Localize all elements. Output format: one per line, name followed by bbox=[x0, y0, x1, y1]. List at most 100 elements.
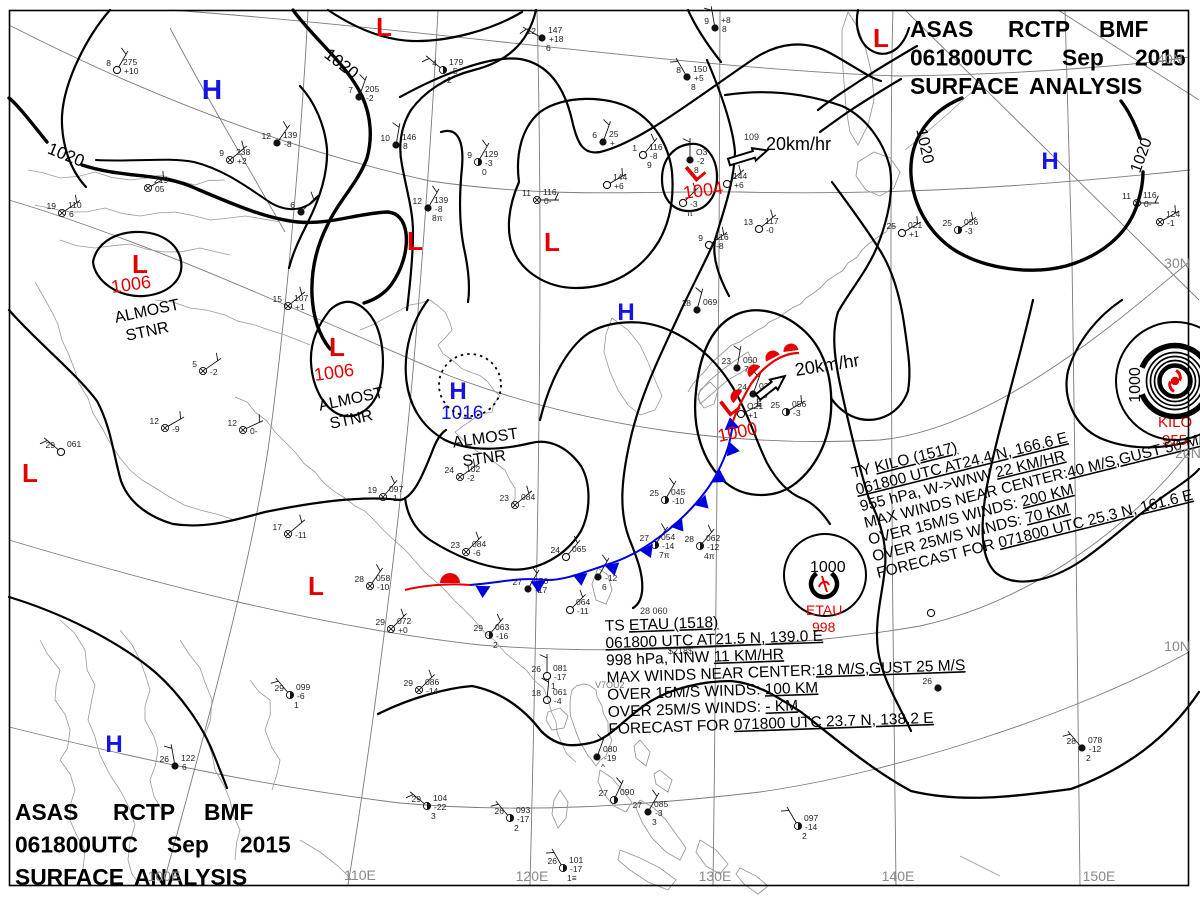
svg-text:18: 18 bbox=[532, 688, 542, 698]
svg-text:π: π bbox=[687, 208, 693, 218]
svg-text:146: 146 bbox=[402, 132, 416, 142]
svg-text:7: 7 bbox=[348, 85, 353, 95]
svg-text:6: 6 bbox=[592, 130, 597, 140]
svg-text:23: 23 bbox=[500, 493, 510, 503]
svg-text:9: 9 bbox=[698, 233, 703, 243]
svg-text:^: ^ bbox=[601, 762, 605, 772]
svg-text:28: 28 bbox=[685, 534, 695, 544]
svg-text:+6: +6 bbox=[734, 180, 744, 190]
svg-text:25: 25 bbox=[771, 400, 781, 410]
svg-text:064: 064 bbox=[576, 597, 590, 607]
svg-text:H: H bbox=[202, 74, 222, 105]
svg-text:150E: 150E bbox=[1083, 868, 1116, 884]
svg-text:-12: -12 bbox=[605, 573, 618, 583]
svg-text:063: 063 bbox=[495, 622, 509, 632]
svg-text:-16: -16 bbox=[496, 631, 509, 641]
svg-text:BMF: BMF bbox=[204, 799, 253, 825]
svg-text:085: 085 bbox=[654, 799, 668, 809]
svg-text:139: 139 bbox=[434, 195, 448, 205]
svg-text:-5: -5 bbox=[450, 66, 458, 76]
svg-text:104: 104 bbox=[433, 793, 447, 803]
svg-text:19: 19 bbox=[368, 485, 378, 495]
svg-text:8: 8 bbox=[676, 65, 681, 75]
svg-text:998 hPa, NNW 11 KM/HR: 998 hPa, NNW 11 KM/HR bbox=[606, 646, 785, 669]
svg-text:29: 29 bbox=[412, 794, 422, 804]
svg-text:109: 109 bbox=[744, 132, 759, 142]
svg-text:130E: 130E bbox=[699, 868, 732, 884]
svg-text:072: 072 bbox=[397, 616, 411, 626]
svg-text:-14: -14 bbox=[805, 822, 818, 832]
svg-text:-2: -2 bbox=[697, 156, 705, 166]
svg-text:26: 26 bbox=[495, 806, 505, 816]
svg-text:8: 8 bbox=[403, 141, 408, 151]
svg-text:27: 27 bbox=[599, 788, 609, 798]
svg-text:26: 26 bbox=[532, 664, 542, 674]
svg-text:-11: -11 bbox=[577, 606, 589, 616]
svg-text:107: 107 bbox=[294, 293, 308, 303]
svg-text:L: L bbox=[407, 226, 423, 256]
svg-text:205: 205 bbox=[365, 84, 379, 94]
svg-text:2: 2 bbox=[1086, 753, 1091, 763]
svg-text:021: 021 bbox=[908, 220, 922, 230]
svg-text:998: 998 bbox=[812, 619, 836, 635]
svg-text:O3: O3 bbox=[696, 147, 708, 157]
svg-text:061: 061 bbox=[553, 687, 567, 697]
svg-text:12: 12 bbox=[262, 131, 272, 141]
svg-text:-8: -8 bbox=[435, 204, 443, 214]
svg-text:6: 6 bbox=[69, 209, 74, 219]
svg-text:122: 122 bbox=[181, 753, 195, 763]
svg-text:-8: -8 bbox=[284, 139, 292, 149]
svg-text:5: 5 bbox=[192, 359, 197, 369]
svg-text:H: H bbox=[617, 299, 634, 326]
svg-text:054: 054 bbox=[661, 532, 675, 542]
svg-text:L: L bbox=[544, 227, 560, 257]
svg-text:078: 078 bbox=[1088, 735, 1102, 745]
svg-text:7: 7 bbox=[744, 364, 749, 374]
svg-text:L: L bbox=[132, 249, 148, 279]
svg-text:084: 084 bbox=[472, 539, 486, 549]
svg-text:080: 080 bbox=[603, 744, 617, 754]
svg-text:29: 29 bbox=[46, 440, 56, 450]
svg-text:H: H bbox=[1041, 148, 1058, 175]
svg-text:2: 2 bbox=[514, 823, 519, 833]
svg-text:2: 2 bbox=[447, 75, 452, 85]
svg-text:L: L bbox=[329, 332, 345, 362]
svg-text:086: 086 bbox=[425, 677, 439, 687]
svg-text:093: 093 bbox=[516, 805, 530, 815]
svg-text:8: 8 bbox=[691, 82, 696, 92]
svg-text:11: 11 bbox=[522, 188, 531, 198]
svg-text:8π: 8π bbox=[432, 213, 443, 223]
svg-text:1≡: 1≡ bbox=[567, 873, 577, 883]
svg-text:9: 9 bbox=[647, 160, 652, 170]
svg-text:-2: -2 bbox=[467, 473, 475, 483]
svg-text:25: 25 bbox=[887, 221, 897, 231]
svg-text:Sep: Sep bbox=[1062, 45, 1104, 71]
svg-text:-0: -0 bbox=[766, 225, 774, 235]
svg-text:30N: 30N bbox=[1164, 255, 1190, 271]
svg-text:050: 050 bbox=[743, 355, 757, 365]
svg-text:25: 25 bbox=[943, 218, 953, 228]
svg-text:OVER 25M/S WINDS: - KM: OVER 25M/S WINDS: - KM bbox=[608, 697, 799, 721]
svg-text:081: 081 bbox=[553, 663, 567, 673]
svg-text:-2: -2 bbox=[366, 93, 374, 103]
svg-text:L: L bbox=[376, 12, 392, 42]
svg-text:116: 116 bbox=[715, 232, 729, 242]
svg-text:ASAS: ASAS bbox=[910, 16, 973, 42]
svg-text:058: 058 bbox=[376, 573, 390, 583]
svg-text:124: 124 bbox=[1166, 209, 1180, 219]
svg-text:18: 18 bbox=[682, 298, 692, 308]
svg-text:-17: -17 bbox=[517, 814, 530, 824]
svg-text:RCTP: RCTP bbox=[1008, 16, 1070, 42]
svg-text:23: 23 bbox=[451, 540, 461, 550]
svg-text:+: + bbox=[610, 138, 615, 148]
svg-text:L: L bbox=[308, 571, 324, 601]
svg-text:24: 24 bbox=[445, 465, 455, 475]
svg-text:23: 23 bbox=[722, 356, 732, 366]
svg-text:-10: -10 bbox=[672, 496, 685, 506]
svg-text:$218$: $218$ bbox=[668, 646, 693, 656]
svg-text:116: 116 bbox=[543, 187, 557, 197]
svg-text:061800UTC: 061800UTC bbox=[15, 832, 138, 858]
svg-text:+1: +1 bbox=[909, 229, 919, 239]
svg-text:8: 8 bbox=[106, 58, 111, 68]
svg-text:24: 24 bbox=[738, 382, 748, 392]
